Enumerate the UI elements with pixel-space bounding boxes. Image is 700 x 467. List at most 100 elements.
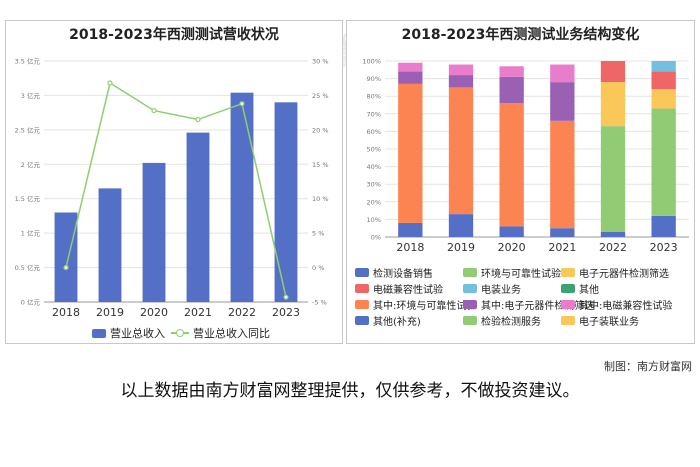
stacked-bar-segment [398,83,423,223]
legend-label: 电子装联业务 [579,317,639,328]
legend-item: 电子装联业务 [561,313,639,328]
legend-swatch [355,316,369,325]
x-tick-label: 2021 [548,241,576,254]
x-tick-label: 2023 [272,306,300,319]
legend-swatch [463,268,477,277]
stacked-bar-segment [398,71,423,84]
left-y-tick-label: 0 亿元 [21,298,41,307]
legend-label: 检测设备销售 [373,269,433,280]
x-tick-label: 2020 [498,241,526,254]
legend-item: 其中:环境与可靠性试验 [355,297,476,312]
x-tick-label: 2022 [228,306,256,319]
stacked-bar-segment [550,82,575,121]
right-y-tick-label: 15 % [312,161,329,169]
right-y-tick-label: 25 % [312,92,329,100]
legend-item: 营业总收入同比 [171,325,270,341]
chart-credit: 制图：南方财富网 [604,360,692,373]
y-tick-label: 30% [367,181,381,189]
revenue-chart-legend: 营业总收入 营业总收入同比 [6,325,344,341]
right-y-tick-label: 0 % [312,264,324,272]
right-y-tick-label: 20 % [312,126,329,134]
y-tick-label: 50% [367,146,381,154]
legend-item: 其中:电子元器件检测筛选 [463,297,594,312]
legend-swatch [355,300,369,309]
legend-swatch [355,268,369,277]
legend-item: 环境与可靠性试验 [463,265,561,280]
left-y-tick-label: 2.5 亿元 [15,125,41,134]
yoy-growth-point [239,101,245,107]
stacked-bar-segment [499,103,524,227]
stacked-bar-segment [600,82,626,127]
x-tick-label: 2018 [52,306,80,319]
legend-label: 其中:电磁兼容性试验 [579,301,673,312]
x-tick-label: 2021 [184,306,212,319]
legend-label: 环境与可靠性试验 [481,269,561,280]
stacked-bar-segment [550,64,575,83]
y-tick-label: 60% [367,128,381,136]
legend-label: 其中:环境与可靠性试验 [373,301,477,312]
y-tick-label: 90% [367,75,381,83]
legend-swatch [463,284,477,293]
right-y-tick-label: 30 % [312,58,329,66]
stacked-bar-segment [651,71,676,90]
revenue-chart: 0 亿元 0.5 亿元 1 亿元 1.5 亿元 2 亿元 2.5 亿元 3 亿元 3.5 亿元… [15,57,329,320]
legend-label: 电装业务 [481,285,521,296]
stacked-bar-segment [651,108,676,216]
x-tick-label: 2022 [599,241,627,254]
x-tick-label: 2018 [396,241,424,254]
stacked-bar-segment [550,120,575,229]
x-tick-label: 2023 [650,241,678,254]
legend-item: 其他 [561,281,599,296]
disclaimer-text: 以上数据由南方财富网整理提供，仅供参考，不做投资建议。 [120,381,580,401]
revenue-bar [98,188,122,302]
revenue-chart-panel: 2018-2023年西测测试营收状况 0 亿元 0.5 亿元 1 亿元 1.5 亿元 2… [5,20,343,344]
legend-label: 电磁兼容性试验 [373,285,443,296]
revenue-bar [142,162,166,302]
y-tick-label: 40% [367,163,381,171]
stacked-bar-segment [448,75,474,88]
legend-swatch [561,268,575,277]
revenue-bar [274,102,298,302]
left-y-tick-label: 0.5 亿元 [15,263,41,272]
left-y-tick-label: 2 亿元 [21,160,41,169]
revenue-bar [54,212,78,302]
left-y-tick-label: 1.5 亿元 [15,194,41,203]
stacked-bar-segment [448,64,474,76]
stacked-bar-segment [499,226,524,237]
yoy-growth-line [65,81,287,298]
legend-label: 其他 [579,285,599,296]
legend-item: 检验检测服务 [463,313,541,328]
legend-item: 电装业务 [463,281,521,296]
stacked-bar-segment [398,62,423,72]
revenue-bar [230,92,254,302]
legend-item: 电子元器件检测筛选 [561,265,669,280]
y-tick-label: 20% [367,198,381,206]
structure-chart-panel: 2018-2023年西测测试业务结构变化 0% 10% 20% 30% 40% 50% 60… [346,20,695,344]
legend-label: 其中:电子元器件检测筛选 [481,301,595,312]
stacked-bar-segment [448,87,474,215]
stacked-bar-segment [499,76,524,104]
legend-swatch [561,300,575,309]
stacked-bar-segment [448,214,474,237]
legend-swatch [92,328,106,338]
structure-chart-title: 2018-2023年西测测试业务结构变化 [401,27,640,43]
y-tick-label: 100% [362,58,381,66]
legend-label: 检验检测服务 [481,317,541,328]
legend-swatch [561,284,575,293]
yoy-growth-point [107,80,113,86]
legend-label: 其他(补充) [373,317,421,328]
yoy-growth-point [283,294,289,300]
left-y-tick-label: 1 亿元 [21,229,41,238]
yoy-growth-point [195,116,201,123]
x-tick-label: 2020 [140,306,168,319]
stacked-bar-segment [600,61,626,83]
stacked-bar-segment [550,228,575,237]
revenue-chart-title: 2018-2023年西测测试营收状况 [69,27,279,43]
legend-swatch [561,316,575,325]
stacked-bar-segment [651,61,676,72]
right-y-tick-label: -5 % [312,299,327,307]
stacked-bar-segment [651,89,676,109]
legend-item: 其中:电磁兼容性试验 [561,297,672,312]
legend-label: 营业总收入同比 [193,327,270,340]
legend-item: 检测设备销售 [355,265,433,280]
